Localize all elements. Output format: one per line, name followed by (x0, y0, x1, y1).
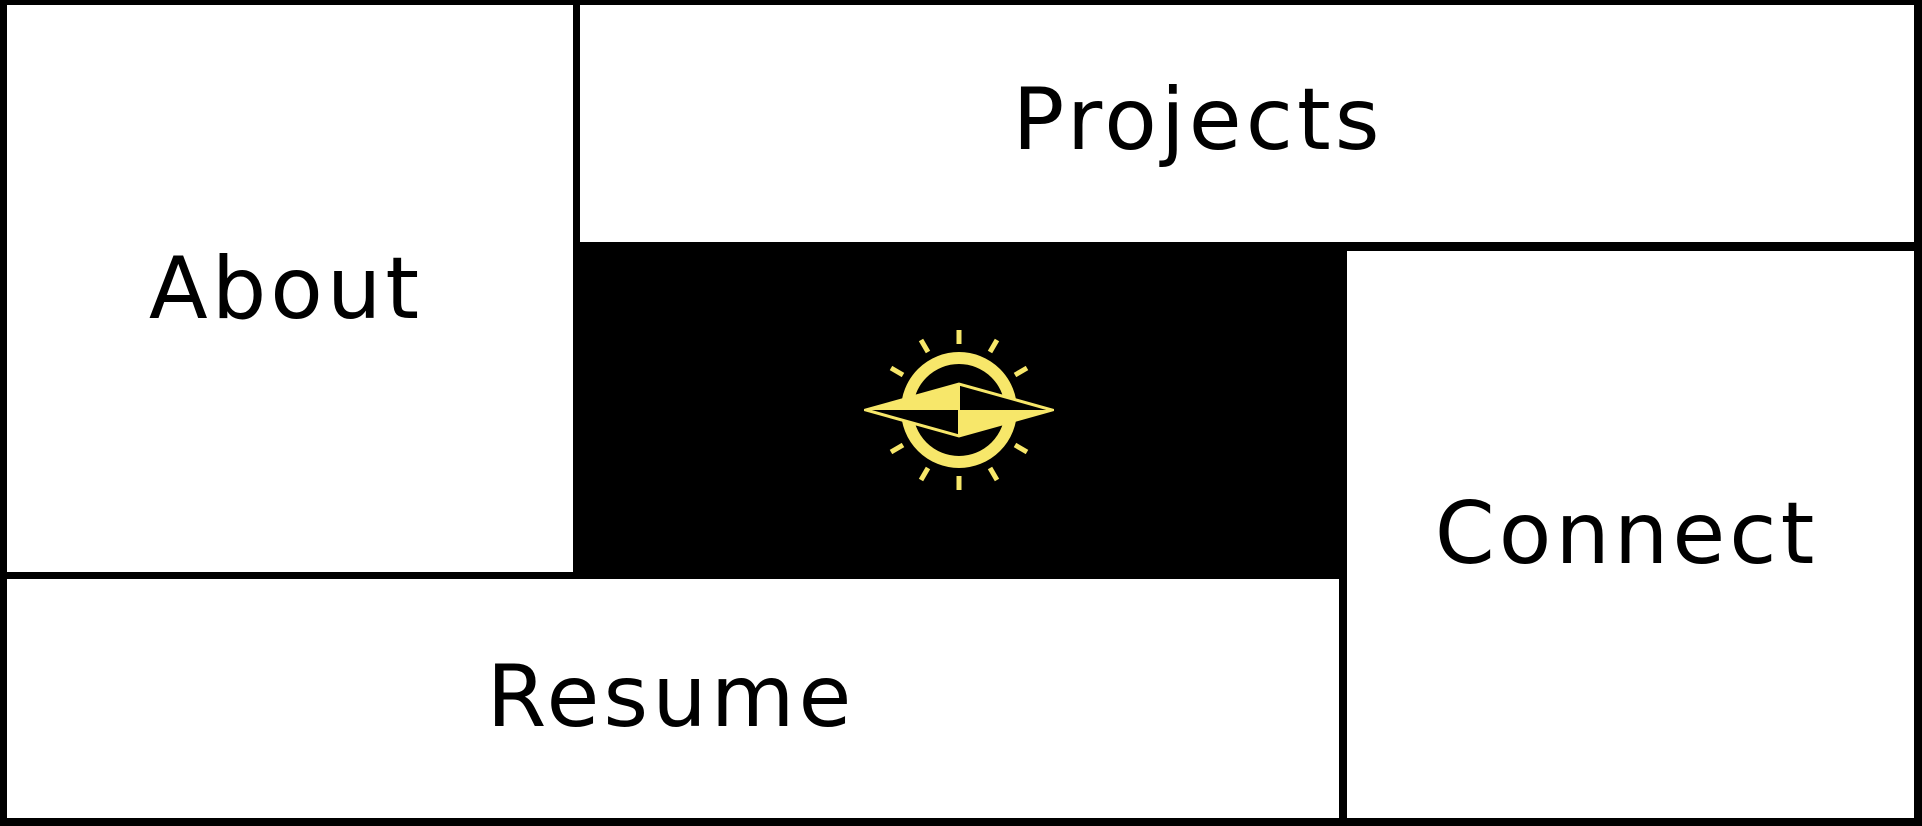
nav-tile-about[interactable]: About (7, 5, 573, 572)
nav-tile-projects-label: Projects (1012, 69, 1384, 170)
nav-tile-connect-label: Connect (1434, 483, 1819, 584)
nav-tile-projects[interactable]: Projects (580, 5, 1914, 242)
nav-tile-resume-label: Resume (486, 646, 856, 747)
sun-compass-logo-icon[interactable] (864, 330, 1054, 490)
nav-tile-resume[interactable]: Resume (7, 579, 1339, 818)
nav-tile-connect[interactable]: Connect (1347, 251, 1914, 818)
nav-tile-about-label: About (148, 238, 424, 339)
